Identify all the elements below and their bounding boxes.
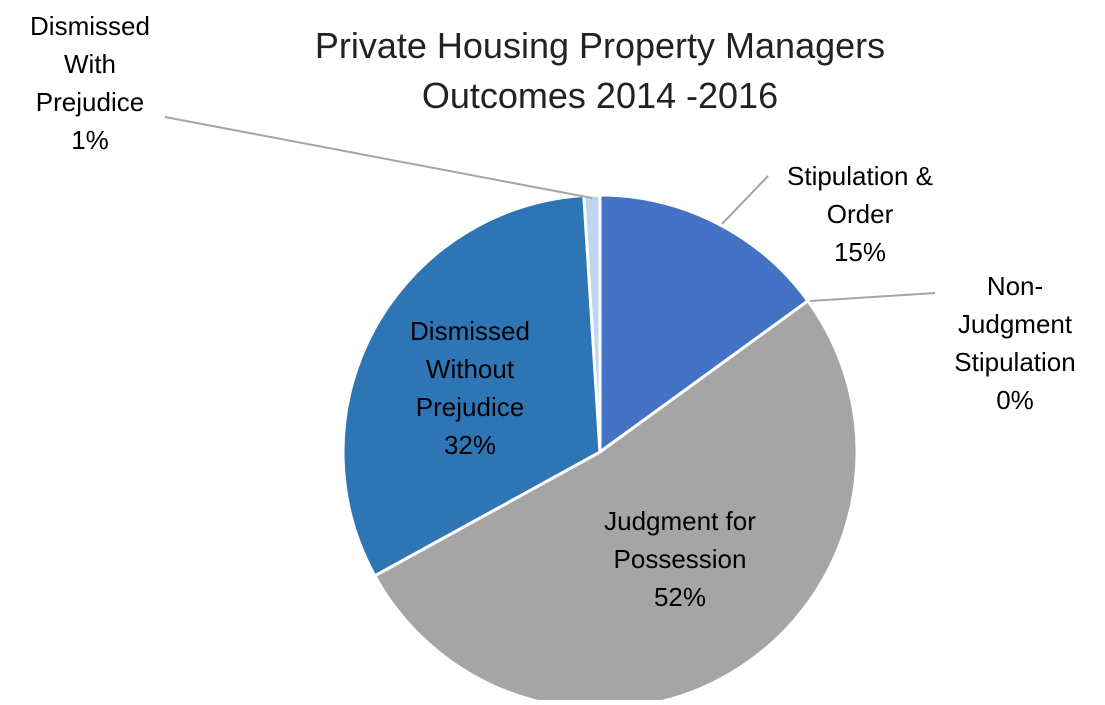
slice-value-label: 0% — [996, 385, 1034, 415]
slice-label: Stipulation & Order — [787, 161, 933, 229]
slice-label: Judgment for Possession — [604, 506, 756, 574]
slice-label: Non-Judgment Stipulation — [954, 271, 1075, 377]
pie-slice — [598, 193, 811, 455]
pie-slice — [341, 193, 602, 578]
slice-label: Dismissed Without Prejudice — [410, 316, 530, 422]
slice-label: Dismissed With Prejudice — [30, 11, 150, 117]
leader-line — [721, 175, 769, 225]
pie-slice — [372, 298, 859, 705]
leader-line — [164, 116, 593, 199]
chart-title: Private Housing Property Managers Outcome… — [315, 25, 885, 116]
slice-value-label: 52% — [654, 582, 706, 612]
leader-line — [809, 292, 936, 302]
slice-value-label: 1% — [71, 125, 109, 155]
slice-value-label: 32% — [444, 430, 496, 460]
slice-value-label: 15% — [834, 237, 886, 267]
